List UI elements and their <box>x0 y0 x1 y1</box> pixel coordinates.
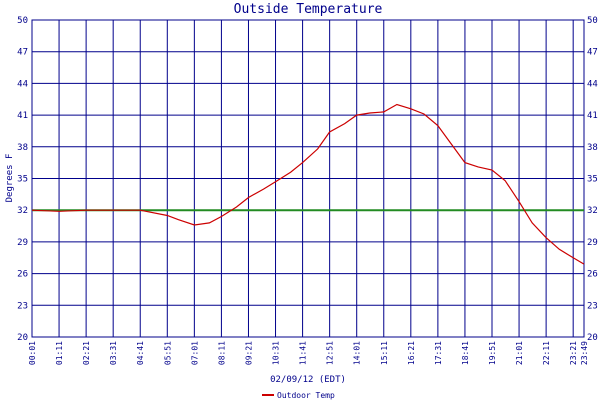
y-tick-label: 38 <box>587 143 598 153</box>
x-axis-label: 02/09/12 (EDT) <box>270 375 346 385</box>
y-tick-label: 23 <box>17 301 28 311</box>
x-tick-label: 12:51 <box>326 341 335 365</box>
y-tick-label: 32 <box>587 206 598 216</box>
x-tick-labels: 00:01 01:11 02:21 03:31 04:41 05:51 07:01 08:11… <box>28 341 589 365</box>
y-tick-label: 26 <box>587 270 598 280</box>
x-tick-label: 09:21 <box>244 341 253 365</box>
grid-lines <box>31 19 585 338</box>
x-tick-label: 10:31 <box>272 341 281 365</box>
legend-label: Outdoor Temp <box>277 391 335 400</box>
x-tick-label: 08:11 <box>217 341 226 365</box>
y-tick-label: 50 <box>587 16 598 26</box>
y-tick-label: 47 <box>17 48 28 58</box>
y-tick-label: 23 <box>587 301 598 311</box>
y-tick-label: 50 <box>17 16 28 26</box>
y-tick-label: 41 <box>17 111 28 121</box>
y-tick-label: 44 <box>587 79 598 89</box>
x-tick-label: 23:21 <box>569 341 578 365</box>
x-tick-label: 22:11 <box>542 341 551 365</box>
plot-border <box>31 19 585 338</box>
y-tick-label: 29 <box>17 238 28 248</box>
x-tick-label: 01:11 <box>55 341 64 365</box>
x-tick-label: 02:21 <box>82 341 91 365</box>
series-group <box>31 103 585 265</box>
y-tick-label: 20 <box>17 333 28 343</box>
y-tick-label: 38 <box>17 143 28 153</box>
y-tick-label: 41 <box>587 111 598 121</box>
x-tick-label: 00:01 <box>28 341 37 365</box>
y-tick-label: 47 <box>587 48 598 58</box>
y-tick-label: 35 <box>17 175 28 185</box>
y-tick-labels-left: 20 23 26 29 32 35 38 41 44 47 50 <box>17 16 28 343</box>
x-tick-label: 17:31 <box>434 341 443 365</box>
x-tick-label: 23:49 <box>580 341 589 365</box>
y-tick-label: 20 <box>587 333 598 343</box>
x-tick-label: 15:11 <box>380 341 389 365</box>
x-tick-label: 18:41 <box>461 341 470 365</box>
legend: Outdoor Temp <box>262 391 335 400</box>
x-tick-label: 11:41 <box>299 341 308 365</box>
x-tick-label: 16:21 <box>407 341 416 365</box>
series-line-outdoor-temp <box>31 103 585 265</box>
x-tick-label: 05:51 <box>163 341 172 365</box>
chart-title: Outside Temperature <box>234 2 383 17</box>
x-tick-label: 14:01 <box>353 341 362 365</box>
y-tick-label: 35 <box>587 175 598 185</box>
x-tick-label: 07:01 <box>190 341 199 365</box>
y-tick-label: 44 <box>17 79 28 89</box>
x-tick-label: 19:51 <box>488 341 497 365</box>
y-tick-labels-right: 20 23 26 29 32 35 38 41 44 47 50 <box>587 16 598 343</box>
y-tick-label: 26 <box>17 270 28 280</box>
y-tick-label: 32 <box>17 206 28 216</box>
y-axis-label: Degrees F <box>5 154 15 203</box>
x-tick-label: 21:01 <box>515 341 524 365</box>
x-tick-label: 04:41 <box>136 341 145 365</box>
y-tick-label: 29 <box>587 238 598 248</box>
x-tick-label: 03:31 <box>109 341 118 365</box>
